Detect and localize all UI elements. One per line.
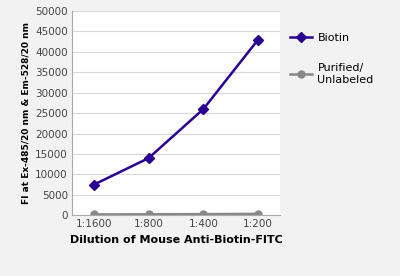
Purified/
Unlabeled <box>146 213 151 216</box>
Purified/
Unlabeled <box>256 212 260 216</box>
Biotin <box>256 38 260 41</box>
Purified/
Unlabeled <box>201 213 206 216</box>
Biotin <box>92 183 96 186</box>
X-axis label: Dilution of Mouse Anti-Biotin-FITC: Dilution of Mouse Anti-Biotin-FITC <box>70 235 282 245</box>
Purified/
Unlabeled <box>92 213 96 216</box>
Biotin <box>201 107 206 111</box>
Line: Biotin: Biotin <box>90 36 262 188</box>
Legend: Biotin, Purified/
Unlabeled: Biotin, Purified/ Unlabeled <box>290 33 374 84</box>
Y-axis label: FI at Ex-485/20 nm & Em-528/20 nm: FI at Ex-485/20 nm & Em-528/20 nm <box>22 22 31 204</box>
Biotin <box>146 156 151 160</box>
Line: Purified/
Unlabeled: Purified/ Unlabeled <box>90 210 262 218</box>
